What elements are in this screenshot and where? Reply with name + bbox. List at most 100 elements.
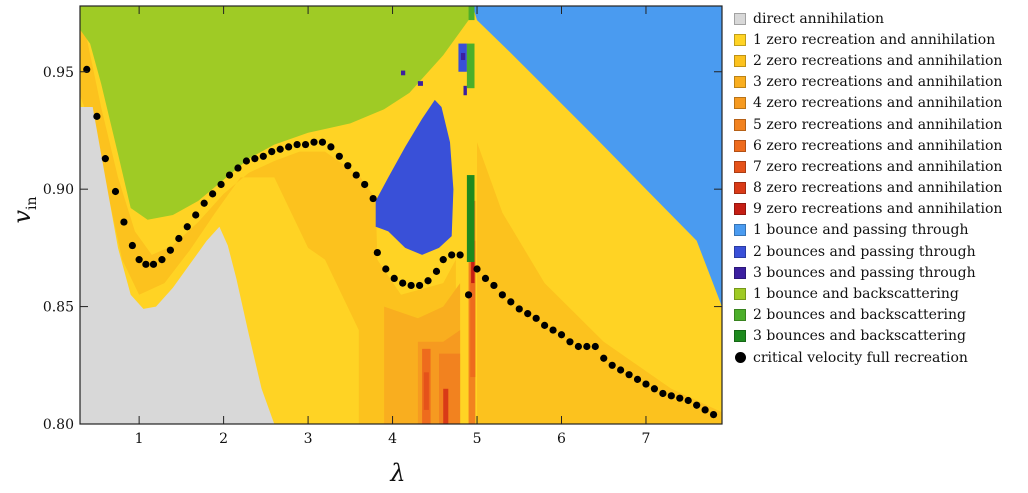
critical-velocity-point-20	[251, 155, 259, 163]
x-tick-label: 6	[557, 431, 566, 447]
critical-velocity-point-49	[490, 281, 498, 290]
legend-item: 7 zero recreations and annihilation	[734, 156, 1026, 177]
legend-item: 9 zero recreations and annihilation	[734, 199, 1026, 220]
region-5-zero	[439, 353, 461, 424]
critical-velocity-point-66	[633, 375, 642, 383]
region-2-bounces-backscattering-a	[466, 43, 475, 89]
y-axis-label: vin	[8, 196, 40, 223]
legend-swatch	[735, 352, 746, 364]
critical-velocity-point-4	[120, 218, 128, 226]
critical-velocity-point-36	[382, 265, 390, 273]
region-2-bounces-backscattering-b	[468, 6, 475, 21]
y-axis-label-sub: in	[24, 196, 40, 210]
x-tick-label: 2	[219, 431, 228, 447]
legend-swatch	[734, 33, 746, 46]
critical-velocity-point-38	[399, 279, 407, 287]
critical-velocity-point-40	[415, 281, 424, 290]
critical-velocity-point-37	[390, 274, 398, 283]
critical-velocity-point-58	[566, 338, 574, 346]
region-7-zero-a	[423, 372, 429, 410]
legend-item: direct annihilation	[734, 8, 1026, 29]
legend-label: 2 zero recreations and annihilation	[753, 52, 1003, 69]
legend-label: 9 zero recreations and annihilation	[753, 201, 1003, 218]
critical-velocity-point-48	[481, 274, 490, 283]
chart: 1 2 3 4 5 6 7 0.80 0.85 0.90 0.95 λ vin	[8, 5, 723, 487]
critical-velocity-point-6	[135, 256, 143, 264]
region-2-zero-left	[80, 6, 456, 424]
critical-velocity-point-22	[268, 147, 276, 156]
legend-label: 2 bounces and passing through	[753, 243, 976, 260]
critical-velocity-point-1	[93, 112, 101, 120]
critical-velocity-point-52	[515, 305, 523, 313]
critical-velocity-point-19	[242, 157, 251, 165]
region-8-zero-a	[443, 388, 449, 424]
legend-swatch	[734, 203, 746, 216]
legend-item: 2 zero recreations and annihilation	[734, 50, 1026, 71]
legend-swatch	[734, 224, 746, 237]
legend-label: 3 zero recreations and annihilation	[753, 74, 1003, 91]
legend-item: 6 zero recreations and annihilation	[734, 135, 1026, 156]
y-axis-ticks: 0.80 0.85 0.90 0.95	[43, 65, 722, 433]
legend-item: 5 zero recreations and annihilation	[734, 114, 1026, 135]
x-tick-label: 1	[135, 431, 144, 447]
y-axis-label-main: v	[8, 210, 36, 224]
legend-label: 4 zero recreations and annihilation	[753, 95, 1003, 112]
critical-velocity-point-63	[608, 361, 616, 369]
critical-velocity-point-27	[310, 138, 318, 146]
x-tick-label: 3	[304, 431, 313, 447]
region-3-bounces-passing-d	[463, 85, 467, 96]
critical-velocity-point-73	[693, 401, 701, 409]
critical-velocity-point-53	[524, 310, 532, 318]
legend-label: 1 bounce and backscattering	[753, 286, 959, 303]
x-axis-label: λ	[389, 459, 405, 487]
critical-velocity-point-68	[650, 385, 659, 393]
plot-frame	[79, 5, 723, 425]
x-tick-label: 5	[473, 431, 482, 447]
legend-label: critical velocity full recreation	[753, 349, 968, 366]
critical-velocity-point-5	[128, 241, 136, 250]
critical-velocity-point-15	[209, 190, 217, 198]
critical-velocity-point-67	[642, 380, 650, 388]
critical-velocity-point-74	[701, 406, 709, 414]
legend-swatch	[734, 76, 746, 89]
critical-velocity-point-41	[424, 277, 432, 285]
critical-velocity-point-11	[175, 234, 183, 243]
critical-velocity-point-8	[149, 260, 158, 268]
critical-velocity-point-47	[473, 265, 481, 273]
critical-velocity-point-61	[591, 342, 599, 351]
legend-label: 3 bounces and backscattering	[753, 328, 967, 345]
critical-velocity-point-43	[439, 256, 447, 264]
critical-velocity-point-3	[111, 187, 120, 196]
x-tick-label: 4	[388, 431, 397, 447]
region-direct-annihilation	[80, 107, 275, 424]
region-3-bounces-backscattering	[466, 175, 475, 262]
critical-velocity-point-62	[600, 354, 608, 362]
critical-velocity-point-0	[83, 65, 91, 74]
critical-velocity-point-12	[183, 223, 191, 231]
legend-label: 8 zero recreations and annihilation	[753, 180, 1003, 197]
critical-velocity-point-39	[407, 281, 415, 290]
critical-velocity-point-24	[285, 143, 293, 151]
critical-velocity-point-29	[327, 143, 335, 151]
region-6-zero-b	[470, 240, 476, 378]
legend-swatch	[734, 266, 746, 279]
legend-label: 1 zero recreation and annihilation	[753, 31, 996, 48]
region-1-bounce-backscattering	[80, 6, 473, 220]
critical-velocity-point-14	[200, 199, 208, 207]
critical-velocity-point-9	[158, 256, 166, 264]
critical-velocity-point-28	[318, 138, 327, 146]
legend-label: 5 zero recreations and annihilation	[753, 116, 1003, 133]
critical-velocity-points	[83, 65, 718, 419]
y-tick-label: 0.90	[43, 182, 74, 198]
legend-swatch	[734, 12, 746, 25]
y-tick-label: 0.80	[43, 417, 74, 433]
plot-regions	[80, 6, 722, 424]
critical-velocity-point-30	[335, 152, 343, 160]
legend-swatch	[734, 182, 746, 195]
critical-velocity-point-45	[456, 251, 464, 259]
critical-velocity-point-42	[432, 267, 441, 275]
legend-item: 2 bounces and backscattering	[734, 305, 1026, 326]
critical-velocity-point-2	[101, 155, 109, 163]
legend-item: 1 bounce and backscattering	[734, 283, 1026, 304]
region-3-bounces-passing-c	[460, 52, 466, 61]
